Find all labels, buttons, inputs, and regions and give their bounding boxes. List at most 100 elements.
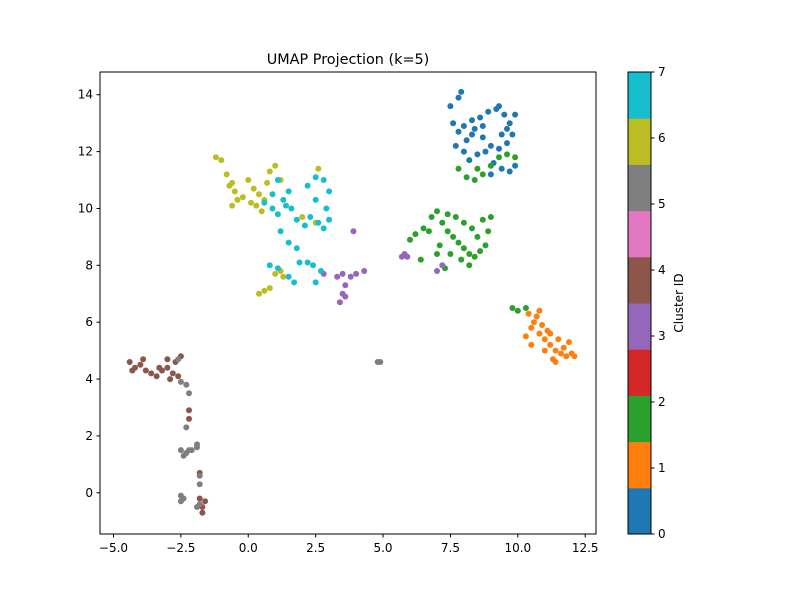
- data-point: [336, 299, 343, 306]
- data-point: [250, 185, 257, 192]
- data-point: [533, 313, 540, 320]
- data-point: [196, 481, 203, 488]
- data-point: [274, 265, 281, 272]
- data-point: [180, 452, 187, 459]
- data-point: [528, 324, 535, 331]
- data-point: [434, 208, 440, 215]
- y-axis: 0 2 4 6 8 10 12 14: [78, 88, 100, 500]
- colorbar-tick-label: 3: [658, 329, 666, 343]
- colorbar-label: Cluster ID: [672, 273, 686, 332]
- data-point: [140, 356, 147, 363]
- data-point: [272, 162, 279, 169]
- data-point: [334, 273, 341, 280]
- data-point: [361, 268, 368, 274]
- data-point: [487, 171, 494, 178]
- data-point: [404, 253, 411, 260]
- data-point: [261, 287, 268, 294]
- data-point: [239, 194, 246, 201]
- colorbar-tick-label: 6: [658, 131, 666, 145]
- data-point: [541, 336, 548, 343]
- data-point: [487, 142, 494, 149]
- data-point: [460, 148, 467, 155]
- data-point: [460, 219, 467, 226]
- data-point: [339, 270, 346, 277]
- data-point: [258, 208, 265, 215]
- data-point: [477, 248, 484, 255]
- data-point: [342, 282, 349, 289]
- data-point: [496, 154, 502, 161]
- data-point: [522, 305, 529, 311]
- data-point: [466, 157, 473, 164]
- colorbar-segment: [628, 395, 651, 443]
- y-tick-label: 12: [78, 145, 93, 159]
- data-point: [509, 131, 516, 138]
- data-point: [474, 151, 481, 158]
- data-point: [487, 214, 494, 220]
- colorbar-tick-label: 1: [658, 461, 666, 475]
- data-point: [186, 390, 192, 397]
- data-point: [256, 290, 262, 297]
- colorbar-tick-label: 0: [658, 527, 666, 541]
- data-point: [196, 472, 203, 479]
- data-point: [304, 182, 311, 189]
- data-point: [447, 251, 454, 257]
- data-point: [256, 191, 262, 198]
- data-point: [307, 214, 314, 220]
- data-point: [156, 364, 163, 371]
- data-point: [167, 376, 174, 383]
- data-point: [272, 270, 279, 277]
- data-point: [541, 347, 548, 354]
- data-point: [377, 359, 384, 365]
- data-point: [148, 370, 155, 377]
- data-point: [199, 509, 206, 516]
- data-point: [439, 262, 446, 269]
- data-point: [514, 307, 521, 314]
- data-point: [175, 356, 182, 363]
- data-point: [566, 339, 572, 346]
- data-point: [496, 145, 502, 152]
- data-point: [428, 214, 435, 220]
- data-point: [301, 222, 308, 229]
- data-point: [342, 293, 349, 300]
- x-tick-label: 5.0: [373, 541, 392, 555]
- data-point: [420, 225, 427, 232]
- data-point: [177, 498, 184, 505]
- data-point: [274, 211, 281, 218]
- data-point: [177, 447, 184, 454]
- data-point: [186, 407, 192, 414]
- data-point: [501, 111, 508, 118]
- data-point: [312, 196, 319, 203]
- data-point: [539, 322, 546, 328]
- y-tick-label: 2: [85, 429, 93, 443]
- data-point: [477, 114, 484, 121]
- data-point: [285, 239, 292, 246]
- x-axis: −5.0 −2.5 0.0 2.5 5.0 7.5 10.0 12.5: [99, 534, 599, 555]
- data-point: [266, 168, 273, 175]
- data-point: [563, 353, 570, 360]
- data-point: [439, 219, 446, 226]
- data-point: [469, 225, 475, 232]
- data-point: [212, 154, 219, 161]
- data-point: [312, 279, 319, 286]
- colorbar-tick-label: 4: [658, 263, 666, 277]
- data-point: [288, 205, 295, 212]
- data-point: [234, 196, 241, 203]
- data-point: [444, 211, 451, 218]
- data-point: [512, 111, 519, 118]
- data-point: [450, 233, 457, 240]
- data-point: [202, 498, 209, 505]
- data-point: [261, 199, 268, 206]
- data-point: [266, 262, 273, 269]
- data-point: [504, 151, 510, 158]
- data-point: [479, 123, 486, 129]
- data-point: [326, 216, 333, 223]
- data-point: [169, 370, 176, 377]
- colorbar: 0 1 2 3 4 5 6 7: [627, 65, 666, 541]
- data-point: [347, 273, 354, 280]
- data-point: [469, 131, 475, 138]
- data-point: [458, 88, 465, 95]
- data-point: [318, 268, 324, 274]
- data-point: [525, 310, 532, 317]
- data-point: [447, 103, 454, 110]
